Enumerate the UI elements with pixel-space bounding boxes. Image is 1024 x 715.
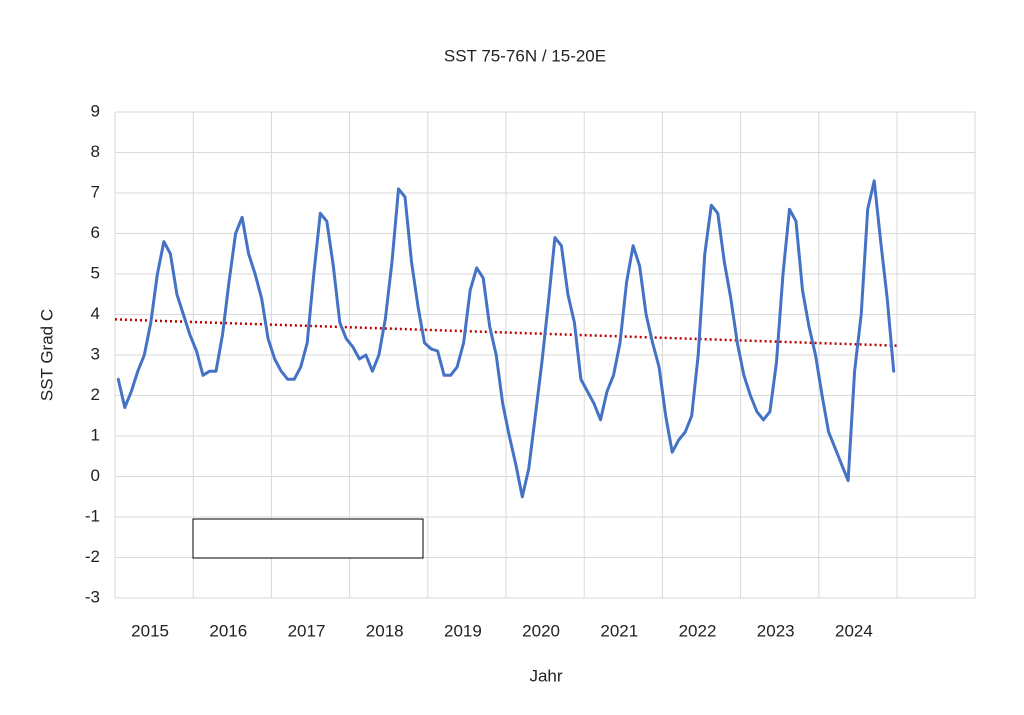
- y-tick-label: 8: [91, 142, 100, 161]
- chart-title: SST 75-76N / 15-20E: [444, 46, 606, 65]
- y-axis-label: SST Grad C: [37, 309, 56, 401]
- y-tick-label: 9: [91, 101, 100, 120]
- data-line: [116, 179, 896, 499]
- y-tick-label: 5: [91, 263, 100, 282]
- y-tick-label: 4: [91, 304, 100, 323]
- x-tick-label: 2023: [757, 621, 795, 640]
- x-tick-label: 2015: [131, 621, 169, 640]
- x-tick-label: 2019: [444, 621, 482, 640]
- y-tick-label: 7: [91, 182, 100, 201]
- empty-box: [192, 518, 424, 559]
- x-tick-label: 2020: [522, 621, 560, 640]
- x-tick-label: 2024: [835, 621, 873, 640]
- y-tick-label: 6: [91, 223, 100, 242]
- y-tick-label: 3: [91, 344, 100, 363]
- x-tick-label: 2021: [600, 621, 638, 640]
- x-tick-label: 2016: [209, 621, 247, 640]
- x-tick-label: 2018: [366, 621, 404, 640]
- y-tick-label: -2: [85, 547, 100, 566]
- y-tick-label: 2: [91, 385, 100, 404]
- x-axis-label: Jahr: [529, 666, 562, 685]
- x-tick-label: 2017: [288, 621, 326, 640]
- y-tick-label: 1: [91, 425, 100, 444]
- y-tick-label: 0: [91, 466, 100, 485]
- x-tick-label: 2022: [679, 621, 717, 640]
- trendline: [114, 318, 898, 347]
- y-tick-label: -3: [85, 587, 100, 606]
- y-tick-label: -1: [85, 506, 100, 525]
